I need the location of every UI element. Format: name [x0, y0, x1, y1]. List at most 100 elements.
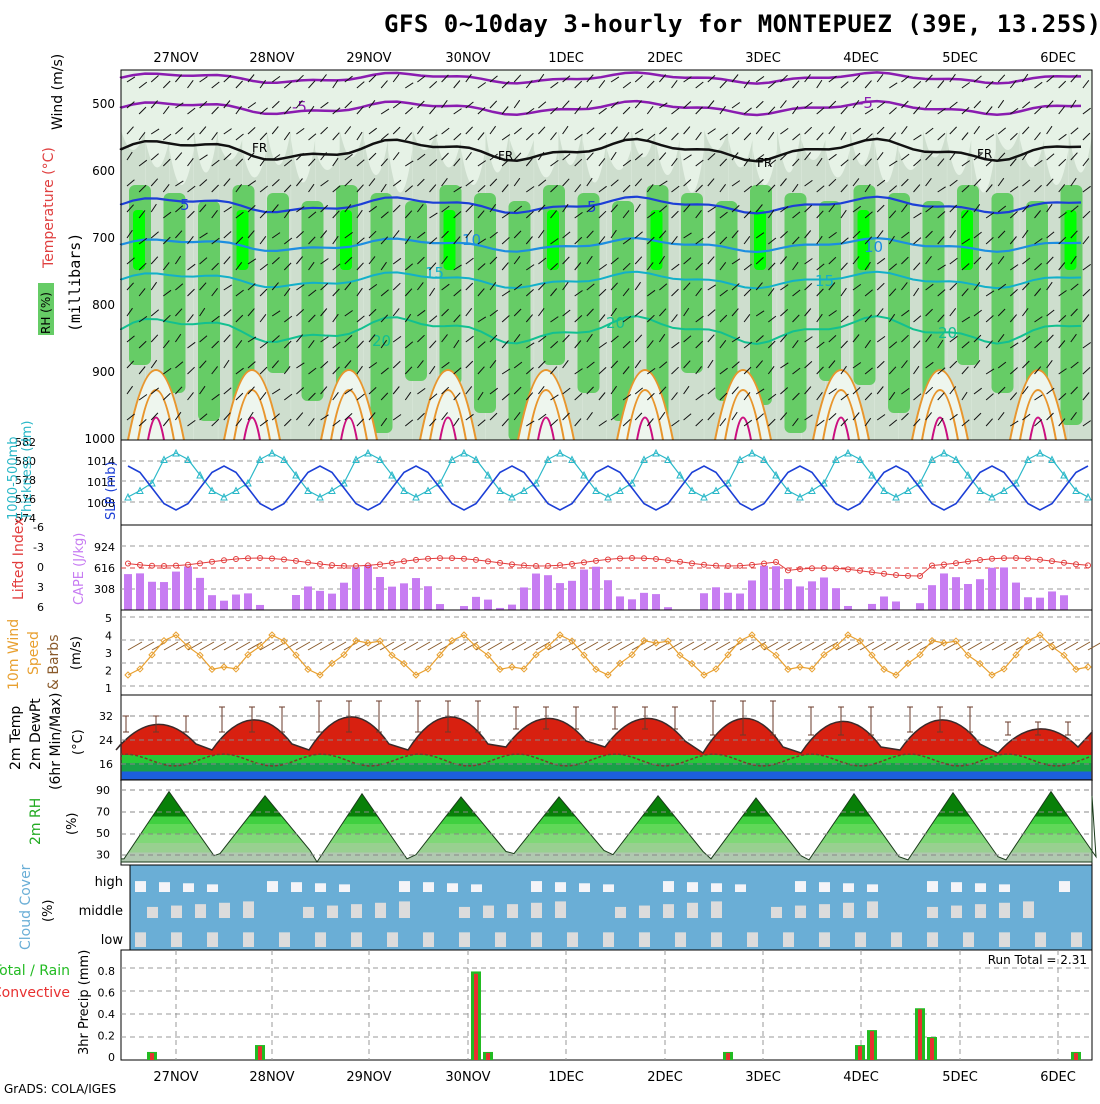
precip-convective-bar	[858, 1046, 862, 1060]
surface-wind-barb	[979, 641, 995, 651]
cape-bar	[496, 607, 504, 610]
wind-barb	[743, 313, 751, 323]
wind-barb	[223, 309, 232, 317]
wind-barb	[743, 79, 751, 89]
wind-barb	[755, 100, 764, 109]
wind-barb	[574, 418, 582, 427]
wind-barb	[1070, 412, 1077, 421]
wind-barb	[671, 288, 679, 297]
wind-barb	[743, 419, 753, 427]
wind-barb	[610, 126, 618, 135]
wind-barb	[876, 360, 885, 369]
wind-barb	[223, 412, 231, 421]
wind-barb	[441, 100, 448, 109]
axis-label-2m-rh: 2m RH	[28, 798, 44, 845]
wind-barb	[138, 159, 148, 167]
wind-barb	[271, 335, 280, 343]
wind-speed-marker	[1048, 642, 1056, 651]
wind-barb	[259, 79, 267, 89]
wind-barb	[537, 151, 545, 161]
date-label-bottom: 6DEC	[1040, 1070, 1076, 1085]
wind-barb	[368, 334, 376, 343]
wind-barb	[997, 308, 1006, 317]
wind-barb	[223, 334, 231, 343]
precip-tick: 0.8	[98, 965, 116, 978]
wind-barb	[163, 367, 172, 375]
contour-label-fr: FR	[757, 156, 772, 170]
surface-wind-barb	[871, 641, 887, 651]
wind-barb	[187, 185, 196, 193]
contour-5	[119, 195, 1082, 215]
cloud-high-bar	[795, 881, 806, 892]
surface-wind-barb	[391, 641, 407, 651]
wind-barb	[876, 414, 886, 421]
wind-barb	[961, 316, 971, 323]
wind-barb	[175, 74, 183, 83]
wind-barb	[610, 360, 619, 369]
slp-line	[127, 465, 1089, 511]
wind-barb	[489, 387, 499, 395]
rh-green-band	[715, 201, 738, 401]
wind-barb	[332, 132, 340, 141]
wind-barb	[671, 366, 679, 375]
cape-bar	[1036, 597, 1044, 610]
cloud-low-bar	[639, 932, 650, 947]
wind-barb	[211, 209, 218, 219]
cloud-high-bar	[183, 883, 194, 892]
wind-barb	[247, 230, 255, 239]
wind-barb	[683, 307, 690, 317]
wind-barb	[574, 262, 582, 271]
wind-barb	[477, 341, 486, 349]
rh-tick: 70	[96, 806, 110, 819]
cape-bar	[724, 592, 732, 610]
cape-bar	[1060, 595, 1068, 610]
cape-bar	[160, 582, 168, 610]
surface-wind-barb	[511, 641, 527, 651]
wind-barb	[1022, 282, 1030, 291]
cloud-low-bar	[243, 932, 254, 947]
wind-barb	[925, 205, 934, 213]
wind-barb	[913, 262, 921, 271]
wind-barb	[840, 81, 849, 89]
wind-speed-marker	[700, 671, 708, 679]
cloud-high-bar	[603, 884, 614, 892]
wind-barb	[380, 108, 390, 115]
wind-barb	[1082, 132, 1091, 141]
wind-barb	[344, 256, 353, 265]
wind-barb	[961, 391, 968, 401]
wind-barb	[477, 82, 486, 89]
wind-barb	[634, 203, 641, 213]
cloud-low-bar	[279, 932, 290, 947]
wind-barb	[816, 79, 823, 89]
wind-barb	[622, 106, 631, 115]
wind-barb	[913, 184, 921, 193]
axis-label-10m-wind: 10m Wind	[6, 619, 22, 690]
cloud-middle-bar	[843, 902, 854, 918]
cloud-low-bar	[423, 932, 434, 947]
cape-bar	[316, 590, 324, 610]
wind-barb	[501, 315, 510, 323]
wind-barb	[961, 185, 970, 193]
wind-barb	[1046, 309, 1055, 317]
wind-barb	[1058, 315, 1067, 323]
wind-barb	[574, 133, 583, 141]
cloud-middle-bar	[711, 901, 722, 918]
wind-speed-line	[127, 634, 1089, 676]
wind-barb	[1082, 107, 1091, 115]
cape-bar	[124, 574, 132, 610]
cloud-low-bar	[891, 932, 902, 947]
thickness-marker	[688, 486, 696, 495]
wind-barb	[283, 159, 293, 167]
wind-speed-marker	[1036, 631, 1044, 639]
wind-barb	[223, 284, 232, 291]
wind-barb	[562, 412, 570, 421]
wind-barb	[973, 231, 982, 239]
wind-barb	[598, 392, 606, 401]
cloud-high-bar	[339, 884, 350, 892]
date-label-top: 3DEC	[745, 51, 781, 66]
wind-barb	[211, 132, 218, 141]
cloud-low-bar	[351, 932, 362, 947]
wind-barb	[683, 204, 691, 213]
wind-barb	[368, 362, 378, 369]
wind-speed-marker	[280, 637, 288, 645]
